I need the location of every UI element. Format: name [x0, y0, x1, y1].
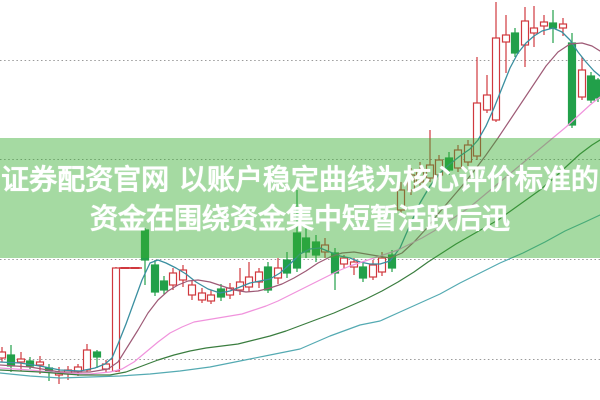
candle-flat-dash: [120, 267, 130, 269]
candle: [529, 6, 539, 47]
candle-body: [35, 361, 45, 366]
candle-body: [254, 271, 264, 283]
candle: [548, 10, 558, 43]
candle-body: [339, 257, 349, 265]
candle-body: [539, 21, 549, 27]
candle-body: [529, 27, 539, 34]
candle: [82, 344, 92, 372]
candle-body: [501, 34, 511, 43]
candle: [168, 268, 178, 290]
candles-group: [0, 2, 600, 384]
candle: [425, 130, 435, 182]
candle-body: [558, 23, 568, 29]
candle-body: [510, 32, 520, 54]
candle: [150, 260, 160, 296]
candle: [453, 145, 463, 172]
ma-line-ma-pink: [0, 96, 600, 375]
candle: [159, 276, 169, 294]
candle: [539, 15, 549, 35]
ma-line-ma-mid-maroon: [0, 42, 600, 373]
candle: [16, 352, 26, 371]
candle: [6, 345, 16, 372]
candle-body: [368, 264, 378, 278]
candle: [358, 262, 368, 282]
ma-line-ma-fast-teal: [0, 27, 600, 372]
candle: [396, 182, 406, 213]
banner-text-line-1: 证券配资官网 以账户稳定曲线为核心评价标准的: [1, 163, 599, 196]
candle: [406, 168, 416, 195]
candle-body: [472, 102, 482, 157]
candle: [254, 268, 264, 288]
candle-body: [0, 351, 7, 359]
candle-body: [444, 157, 454, 171]
candle: [415, 162, 425, 186]
candle: [472, 57, 482, 160]
candle-body: [358, 266, 368, 279]
candle-body: [482, 94, 492, 111]
candle-body: [406, 174, 416, 191]
candle-body: [292, 232, 302, 269]
candle-body: [593, 79, 600, 99]
candle: [187, 280, 197, 300]
candle-body: [150, 264, 160, 293]
candle-body: [377, 257, 387, 273]
ma-line-ma-slow-cyan: [0, 214, 600, 379]
candle-body: [453, 149, 463, 169]
candle-body: [140, 229, 150, 261]
candle-body: [415, 169, 425, 183]
candle: [482, 75, 492, 113]
candle-body: [197, 292, 207, 301]
candle: [510, 28, 520, 57]
candle: [444, 152, 454, 175]
candle: [301, 228, 311, 258]
candle-flat-dash: [130, 267, 140, 269]
candle: [273, 258, 283, 284]
candle: [586, 72, 596, 103]
candle-body: [206, 294, 216, 302]
candle: [520, 7, 530, 67]
candle-body: [187, 284, 197, 296]
candle: [206, 290, 216, 304]
moving-averages-group: [0, 27, 600, 379]
candle: [197, 288, 207, 303]
candle: [92, 350, 102, 368]
candle: [0, 347, 7, 362]
candle: [292, 190, 302, 272]
candle: [140, 228, 150, 285]
candle: [244, 262, 254, 292]
candle-body: [16, 358, 26, 363]
candle: [577, 57, 587, 100]
candle-body: [301, 237, 311, 253]
candle: [111, 267, 121, 372]
candle-body: [425, 164, 435, 179]
candle-body: [82, 349, 92, 371]
candle-body: [273, 267, 283, 279]
candle-body: [159, 280, 169, 291]
candle-body: [567, 42, 577, 126]
candle: [130, 267, 140, 269]
candle-body: [577, 69, 587, 98]
candle-body: [6, 354, 16, 367]
candle: [501, 15, 511, 73]
candle-body: [491, 37, 501, 121]
candle-body: [396, 189, 406, 211]
candle-body: [92, 351, 102, 358]
watermark-banner: 证券配资官网 以账户稳定曲线为核心评价标准的 资金在围绕资金集中短暂活跃后迅: [0, 138, 600, 258]
candle-body: [244, 276, 254, 288]
candle: [368, 260, 378, 280]
candle-body: [168, 272, 178, 286]
ma-line-ma-green: [0, 139, 600, 376]
candle: [120, 267, 130, 269]
candle-body: [548, 22, 558, 29]
banner-text-line-2: 资金在围绕资金集中短暂活跃后迅: [89, 202, 510, 235]
candle-body: [586, 75, 596, 101]
